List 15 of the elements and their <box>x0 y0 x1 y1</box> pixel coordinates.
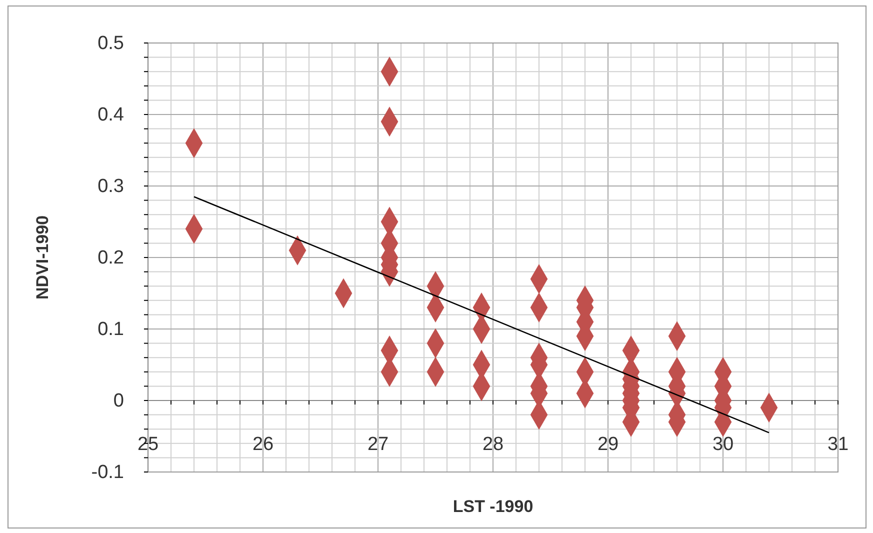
x-tick-label: 27 <box>367 434 389 455</box>
x-axis-title: LST -1990 <box>452 497 534 516</box>
y-axis-title: NDVI-1990 <box>33 215 52 300</box>
y-tick-label: 0.2 <box>98 248 124 269</box>
y-tick-label: 0 <box>113 390 124 412</box>
x-tick-label: 30 <box>712 434 734 455</box>
x-tick-label: 26 <box>252 434 274 455</box>
y-tick-label: 0.3 <box>98 176 124 198</box>
y-tick-label: 0.1 <box>98 319 124 340</box>
y-tick-label: 0.5 <box>98 33 124 54</box>
y-tick-label: 0.4 <box>98 104 124 126</box>
x-tick-label: 28 <box>482 434 504 455</box>
x-tick-label: 29 <box>597 434 619 455</box>
x-tick-label: 31 <box>827 434 849 455</box>
y-tick-label: -0.1 <box>91 462 124 484</box>
